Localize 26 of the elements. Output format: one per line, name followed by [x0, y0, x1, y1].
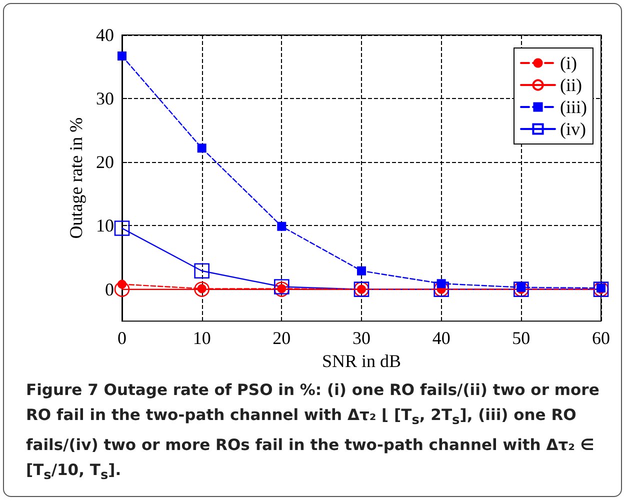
x-tick-label: 50 — [512, 328, 530, 348]
point — [114, 220, 130, 236]
point — [277, 222, 286, 231]
x-axis-title: SNR in dB — [322, 351, 402, 371]
x-tick-label: 0 — [118, 328, 126, 348]
legend-label: (iii) — [560, 97, 588, 117]
x-tick-label: 60 — [592, 328, 610, 348]
legend-label: (i) — [560, 53, 578, 73]
x-tick-label: 30 — [352, 328, 370, 348]
y-tick-label: 0 — [105, 279, 114, 300]
y-axis-title: Outage rate in % — [66, 117, 86, 239]
point — [197, 144, 206, 153]
point — [194, 263, 210, 279]
point — [357, 266, 366, 276]
y-tick-label: 30 — [96, 88, 114, 109]
point — [436, 279, 446, 288]
text: Figure 7 Outage rate of PSO in %: (i) one RO fails/(ii) two or more RO fail in the two-path channel with Δτ₂ ⌊ [T$_{s}$, 2T$_{s}$], (iii) one RO fails/(iv) two or more ROs fail in the two-path channel with Δτ₂ ∈ [T$_{s}$/10, T$_{s}$]. — [26, 381, 600, 484]
y-tick-label: 20 — [96, 152, 114, 172]
legend-label: (ii) — [560, 75, 582, 95]
x-tick-label: 10 — [192, 328, 211, 348]
legend-label: (iv) — [560, 119, 586, 139]
y-tick-label: 40 — [96, 25, 114, 45]
point — [118, 51, 126, 60]
y-tick-label: 10 — [96, 216, 114, 236]
x-tick-label: 20 — [272, 328, 291, 348]
x-tick-label: 40 — [432, 328, 450, 348]
